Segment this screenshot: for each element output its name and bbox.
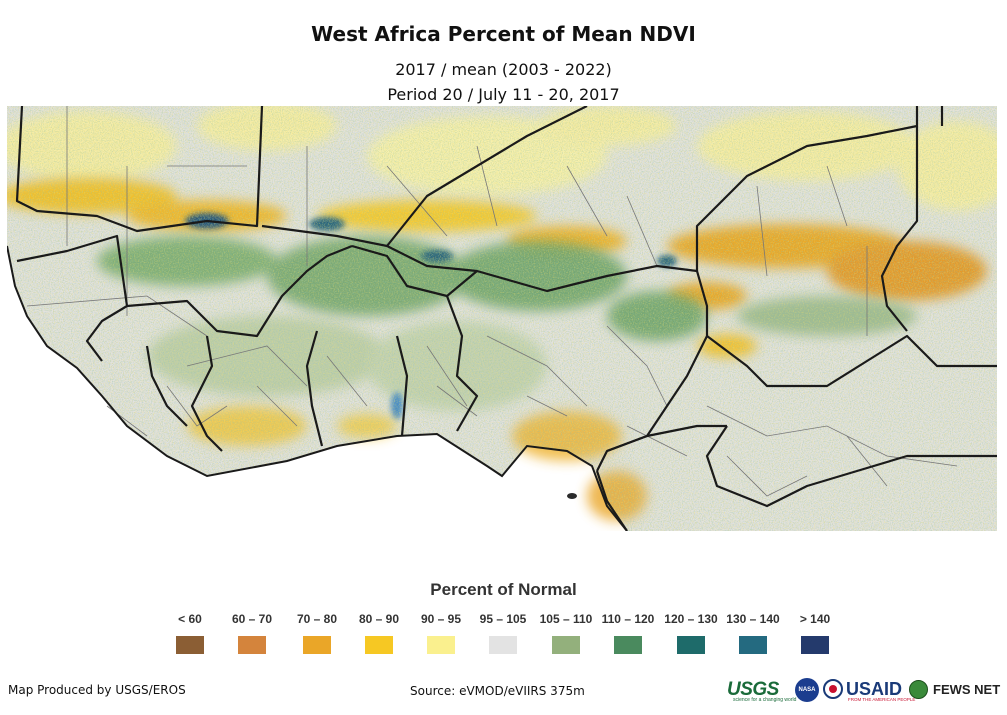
- map-subtitle-period: 2017 / mean (2003 - 2022): [395, 60, 612, 79]
- usgs-tagline: science for a changing world: [733, 697, 797, 703]
- legend-label: > 140: [799, 612, 831, 626]
- legend-label: 90 – 95: [420, 612, 462, 626]
- admin-boundaries: [26, 106, 958, 497]
- bioko-island: [567, 493, 577, 499]
- legend-swatch: [176, 636, 204, 654]
- nasa-logo: NASA: [795, 678, 819, 702]
- legend-swatch: [677, 636, 705, 654]
- producer-credit: Map Produced by USGS/EROS: [8, 683, 186, 697]
- coastline: [7, 245, 628, 531]
- legend-label: 110 – 120: [601, 612, 655, 626]
- ndvi-map: [7, 106, 997, 531]
- legend-swatch: [427, 636, 455, 654]
- legend-item: 60 – 70: [217, 612, 287, 654]
- legend-swatch: [303, 636, 331, 654]
- partner-logos: USGS science for a changing world NASA U…: [727, 677, 1002, 703]
- usaid-tagline: FROM THE AMERICAN PEOPLE: [848, 697, 916, 702]
- fews-globe-icon: [909, 680, 928, 699]
- legend-swatch: [238, 636, 266, 654]
- legend-item: 95 – 105: [468, 612, 538, 654]
- map-title: West Africa Percent of Mean NDVI: [311, 22, 696, 46]
- legend-item: 80 – 90: [344, 612, 414, 654]
- legend-swatch: [552, 636, 580, 654]
- legend-item: 90 – 95: [406, 612, 476, 654]
- legend-swatch: [739, 636, 767, 654]
- legend-item: 120 – 130: [656, 612, 726, 654]
- legend-swatch: [801, 636, 829, 654]
- legend-label: 120 – 130: [664, 612, 718, 626]
- usaid-seal-icon: [823, 679, 843, 699]
- legend-item: < 60: [155, 612, 225, 654]
- fews-net-logo: FEWS NET: [933, 682, 1001, 697]
- legend-label: 95 – 105: [479, 612, 527, 626]
- legend-title: Percent of Normal: [430, 580, 577, 599]
- legend-item: 70 – 80: [282, 612, 352, 654]
- legend-item: 110 – 120: [593, 612, 663, 654]
- usaid-logo: USAID: [846, 679, 903, 699]
- usgs-logo: USGS: [727, 679, 779, 700]
- country-borders: [15, 106, 997, 531]
- legend-label: < 60: [178, 612, 202, 626]
- legend-item: 130 – 140: [718, 612, 788, 654]
- map-subtitle-dates: Period 20 / July 11 - 20, 2017: [387, 85, 620, 104]
- legend-label: 130 – 140: [726, 612, 780, 626]
- legend-item: > 140: [780, 612, 850, 654]
- legend-swatch: [365, 636, 393, 654]
- ocean: [7, 246, 997, 531]
- legend-label: 80 – 90: [358, 612, 400, 626]
- legend-item: 105 – 110: [531, 612, 601, 654]
- legend-label: 105 – 110: [539, 612, 593, 626]
- legend-swatch: [489, 636, 517, 654]
- ndvi-map-canvas: [7, 106, 997, 531]
- legend-swatch: [614, 636, 642, 654]
- data-source: Source: eVMOD/eVIIRS 375m: [410, 684, 585, 698]
- legend-label: 60 – 70: [231, 612, 273, 626]
- legend-label: 70 – 80: [296, 612, 338, 626]
